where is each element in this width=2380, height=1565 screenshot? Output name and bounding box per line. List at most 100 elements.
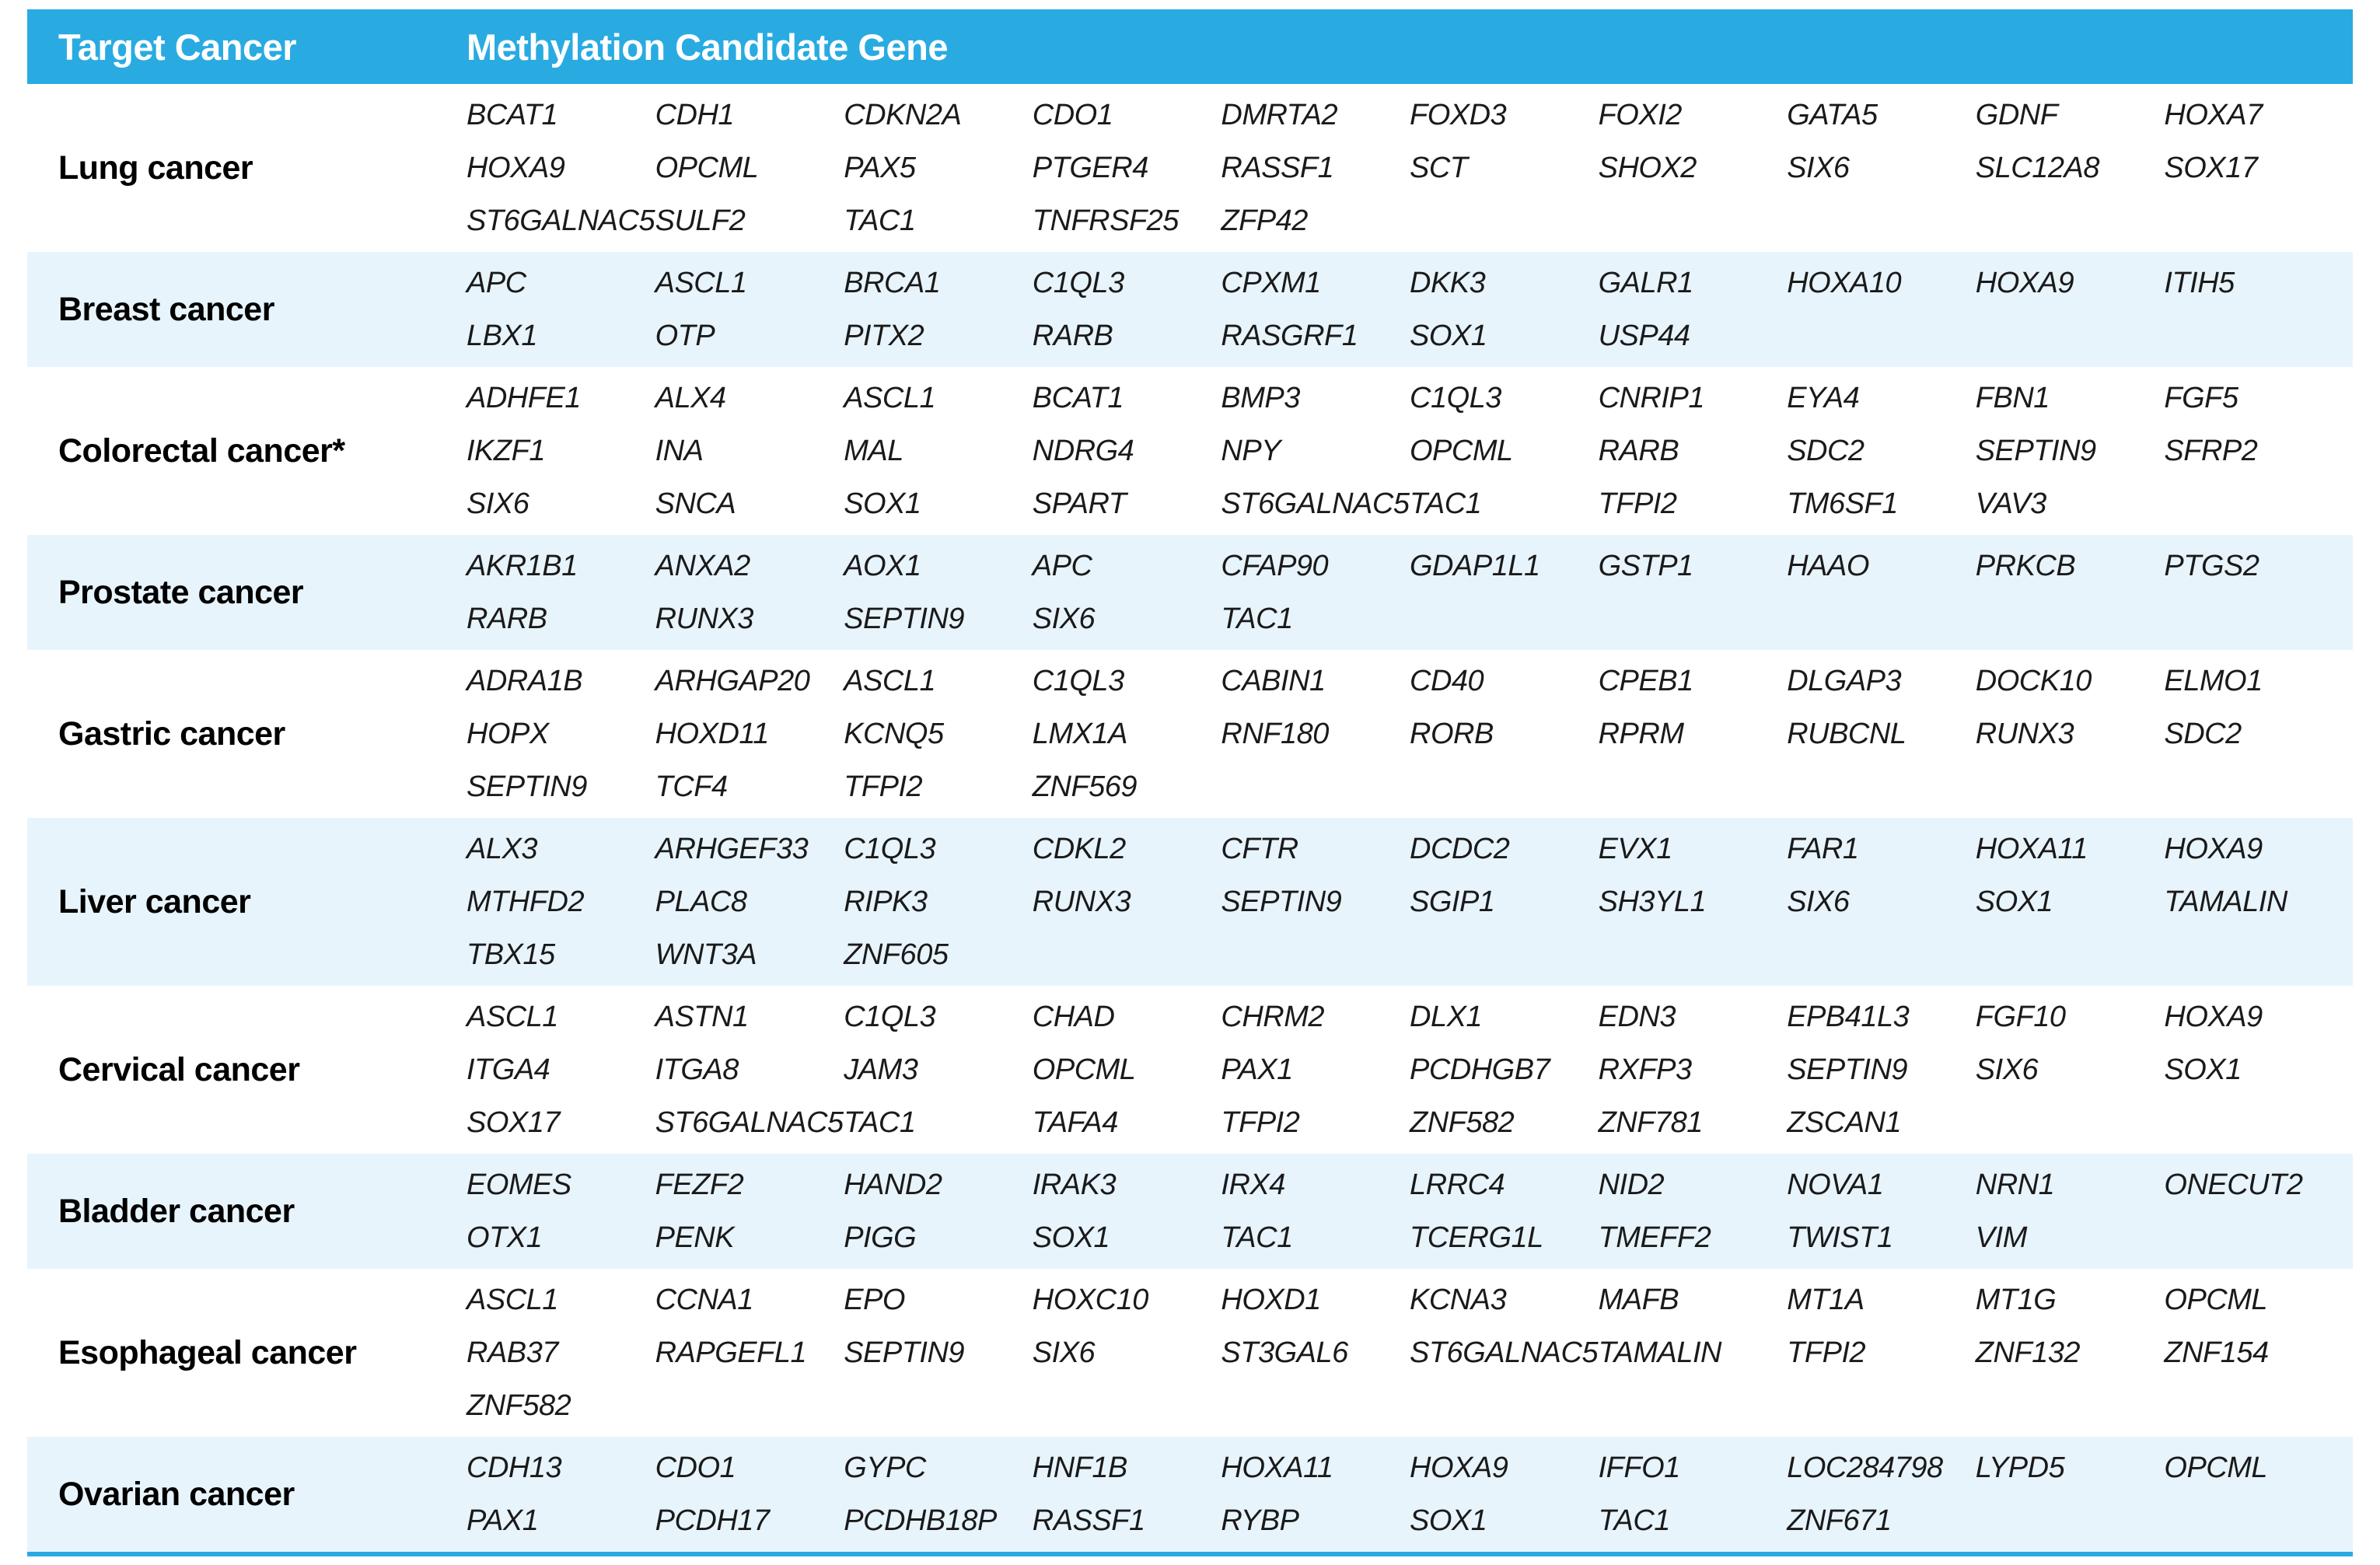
gene-name: SOX1 bbox=[844, 487, 921, 520]
gene-name: FOXD3 bbox=[1410, 98, 1507, 131]
gene-name: ITGA4 bbox=[467, 1053, 550, 1086]
gene-name: NID2 bbox=[1598, 1168, 1665, 1201]
gene-name: SOX1 bbox=[2164, 1053, 2242, 1086]
gene-name: ADHFE1 bbox=[467, 381, 581, 414]
gene-name: SIX6 bbox=[1787, 151, 1850, 184]
gene-name: TWIST1 bbox=[1787, 1221, 1893, 1254]
gene-name: ASCL1 bbox=[467, 1000, 558, 1033]
gene-name: ARHGAP20 bbox=[655, 664, 810, 697]
gene-name: ALX4 bbox=[655, 381, 726, 414]
gene-name: C1QL3 bbox=[1032, 266, 1124, 299]
gene-name: DCDC2 bbox=[1410, 832, 1510, 865]
gene-name: PAX1 bbox=[1221, 1053, 1293, 1086]
gene-name: HOXA7 bbox=[2164, 98, 2263, 131]
row-bladder-cancer: Bladder cancer EOMES FEZF2 HAND2 IRAK3 IRX4 L… bbox=[27, 1154, 2353, 1269]
gene-name: ST6GALNAC5 bbox=[655, 1106, 844, 1139]
gene-name: ZNF605 bbox=[844, 938, 949, 971]
gene-name: SH3YL1 bbox=[1598, 885, 1707, 918]
gene-name: AKR1B1 bbox=[467, 549, 578, 582]
gene-name: INA bbox=[655, 434, 704, 467]
cancer-label: Prostate cancer bbox=[58, 573, 304, 611]
gene-name: NRN1 bbox=[1975, 1168, 2055, 1201]
gene-name: IRAK3 bbox=[1032, 1168, 1117, 1201]
gene-name: MTHFD2 bbox=[467, 885, 585, 918]
gene-name: ALX3 bbox=[467, 832, 537, 865]
gene-name: OPCML bbox=[2164, 1451, 2268, 1484]
gene-name: IFFO1 bbox=[1598, 1451, 1681, 1484]
gene-name: PCDHGB7 bbox=[1410, 1053, 1550, 1086]
row-cervical-cancer: Cervical cancer ASCL1 ASTN1 C1QL3 CHAD CHRM2… bbox=[27, 986, 2353, 1154]
gene-name: TFPI2 bbox=[1598, 487, 1677, 520]
gene-name: SIX6 bbox=[1032, 1336, 1096, 1369]
gene-name: OPCML bbox=[2164, 1283, 2268, 1316]
gene-name: SEPTIN9 bbox=[1787, 1053, 1908, 1086]
gene-name: IRX4 bbox=[1221, 1168, 1285, 1201]
gene-name: EOMES bbox=[467, 1168, 571, 1201]
gene-name: HOXA9 bbox=[1410, 1451, 1508, 1484]
gene-name: SULF2 bbox=[655, 204, 746, 237]
gene-name: HOPX bbox=[467, 717, 549, 750]
gene-name: GDNF bbox=[1975, 98, 2058, 131]
gene-name: SOX1 bbox=[1032, 1221, 1110, 1254]
gene-name: BMP3 bbox=[1221, 381, 1300, 414]
cancer-label: Liver cancer bbox=[58, 882, 251, 920]
gene-name: ELMO1 bbox=[2164, 664, 2263, 697]
gene-name: CCNA1 bbox=[655, 1283, 754, 1316]
gene-name: TCERG1L bbox=[1410, 1221, 1543, 1254]
gene-name: CDKN2A bbox=[844, 98, 962, 131]
gene-name: KCNA3 bbox=[1410, 1283, 1507, 1316]
gene-name: USP44 bbox=[1598, 319, 1690, 352]
gene-name: EDN3 bbox=[1598, 1000, 1676, 1033]
gene-list: ADRA1B ARHGAP20 ASCL1 C1QL3 CABIN1 CD40 CPEB1 D… bbox=[467, 655, 2353, 813]
gene-name: TNFRSF25 bbox=[1032, 204, 1180, 237]
gene-name: RUBCNL bbox=[1787, 717, 1906, 750]
gene-name: ST3GAL6 bbox=[1221, 1336, 1348, 1369]
cancer-label: Cervical cancer bbox=[58, 1050, 300, 1088]
gene-name: PIGG bbox=[844, 1221, 917, 1254]
gene-name: HOXD11 bbox=[655, 717, 770, 750]
gene-name: SEPTIN9 bbox=[1975, 434, 2096, 467]
gene-name: ONECUT2 bbox=[2164, 1168, 2303, 1201]
gene-name: SEPTIN9 bbox=[844, 602, 965, 635]
gene-name: SEPTIN9 bbox=[467, 770, 587, 803]
gene-name: HOXA11 bbox=[1975, 832, 2088, 865]
cancer-label: Breast cancer bbox=[58, 290, 274, 328]
gene-name: OTP bbox=[655, 319, 715, 352]
gene-name: RPRM bbox=[1598, 717, 1684, 750]
gene-name: MT1G bbox=[1975, 1283, 2057, 1316]
gene-name: CHRM2 bbox=[1221, 1000, 1325, 1033]
gene-name: CPEB1 bbox=[1598, 664, 1694, 697]
gene-list: EOMES FEZF2 HAND2 IRAK3 IRX4 LRRC4 NID2 NOVA1 NR… bbox=[467, 1158, 2353, 1264]
gene-name: OPCML bbox=[1410, 434, 1513, 467]
gene-name: TAC1 bbox=[844, 1106, 916, 1139]
gene-name: C1QL3 bbox=[1032, 664, 1124, 697]
gene-list: ASCL1 CCNA1 EPO HOXC10 HOXD1 KCNA3 MAFB MT1A MT1… bbox=[467, 1273, 2353, 1432]
gene-name: TFPI2 bbox=[844, 770, 923, 803]
gene-name: CDH13 bbox=[467, 1451, 562, 1484]
gene-name: LYPD5 bbox=[1975, 1451, 2065, 1484]
gene-name: OTX1 bbox=[467, 1221, 543, 1254]
gene-name: CPXM1 bbox=[1221, 266, 1321, 299]
gene-name: RARB bbox=[467, 602, 547, 635]
gene-name: BCAT1 bbox=[467, 98, 558, 131]
gene-name: HOXA9 bbox=[1975, 266, 2074, 299]
gene-name: APC bbox=[467, 266, 526, 299]
gene-name: APC bbox=[1032, 549, 1092, 582]
gene-name: ITGA8 bbox=[655, 1053, 739, 1086]
gene-name: RARB bbox=[1032, 319, 1113, 352]
gene-name: C1QL3 bbox=[844, 832, 936, 865]
gene-name: PENK bbox=[655, 1221, 735, 1254]
gene-name: CABIN1 bbox=[1221, 664, 1326, 697]
gene-name: LMX1A bbox=[1032, 717, 1128, 750]
gene-name: ZNF569 bbox=[1032, 770, 1138, 803]
gene-name: PLAC8 bbox=[655, 885, 747, 918]
gene-name: ZNF132 bbox=[1975, 1336, 2081, 1369]
gene-name: SOX1 bbox=[1410, 319, 1487, 352]
gene-name: GALR1 bbox=[1598, 266, 1694, 299]
gene-name: FBN1 bbox=[1975, 381, 2050, 414]
gene-name: RXFP3 bbox=[1598, 1053, 1692, 1086]
gene-name: SDC2 bbox=[2164, 717, 2242, 750]
gene-name: EPO bbox=[844, 1283, 905, 1316]
row-prostate-cancer: Prostate cancer AKR1B1 ANXA2 AOX1 APC CFAP90… bbox=[27, 535, 2353, 650]
